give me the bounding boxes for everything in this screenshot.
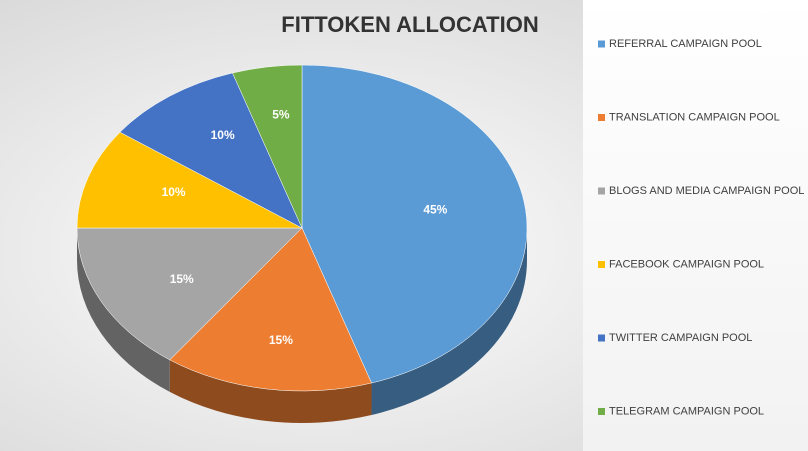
legend-label: REFERRAL CAMPAIGN POOL [609,38,762,50]
legend-swatch [598,114,605,121]
legend-label: BLOGS AND MEDIA CAMPAIGN POOL [609,185,804,197]
pie-side [169,359,372,423]
legend-label: FACEBOOK CAMPAIGN POOL [609,258,764,270]
data-label: 15% [269,333,293,347]
pie-side [371,228,527,416]
legend-label: TRANSLATION CAMPAIGN POOL [609,111,780,123]
legend-swatch [598,261,605,268]
legend-swatch [598,408,605,415]
pie-slice [119,72,303,229]
data-label: 15% [170,272,194,286]
legend-swatch [598,334,605,342]
chart-title: FITTOKEN ALLOCATION [281,12,538,37]
data-label: 10% [162,185,186,199]
data-label: 5% [272,107,290,121]
legend-panel [583,0,808,451]
pie-slice [301,64,528,384]
pie-slice [232,64,303,229]
legend-swatch [598,187,605,195]
legend-swatch [598,40,605,48]
pie-slice [169,227,372,392]
legend-label: TELEGRAM CAMPAIGN POOL [609,405,764,417]
data-label: 10% [211,128,235,142]
pie-slice [76,131,303,229]
pie-slice [76,227,303,361]
data-label: 45% [423,202,447,216]
legend-label: TWITTER CAMPAIGN POOL [609,332,752,344]
pie-side [77,228,170,392]
